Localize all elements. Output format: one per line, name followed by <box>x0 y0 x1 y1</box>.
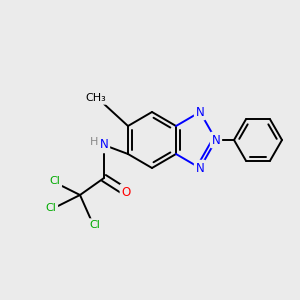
Text: Cl: Cl <box>50 176 60 186</box>
Text: N: N <box>196 161 204 175</box>
Text: N: N <box>212 134 220 146</box>
Text: H: H <box>90 137 98 147</box>
Text: O: O <box>122 185 130 199</box>
Text: N: N <box>100 139 108 152</box>
Text: Cl: Cl <box>46 203 56 213</box>
Text: Cl: Cl <box>90 220 101 230</box>
Text: CH₃: CH₃ <box>85 93 106 103</box>
Text: N: N <box>196 106 204 118</box>
